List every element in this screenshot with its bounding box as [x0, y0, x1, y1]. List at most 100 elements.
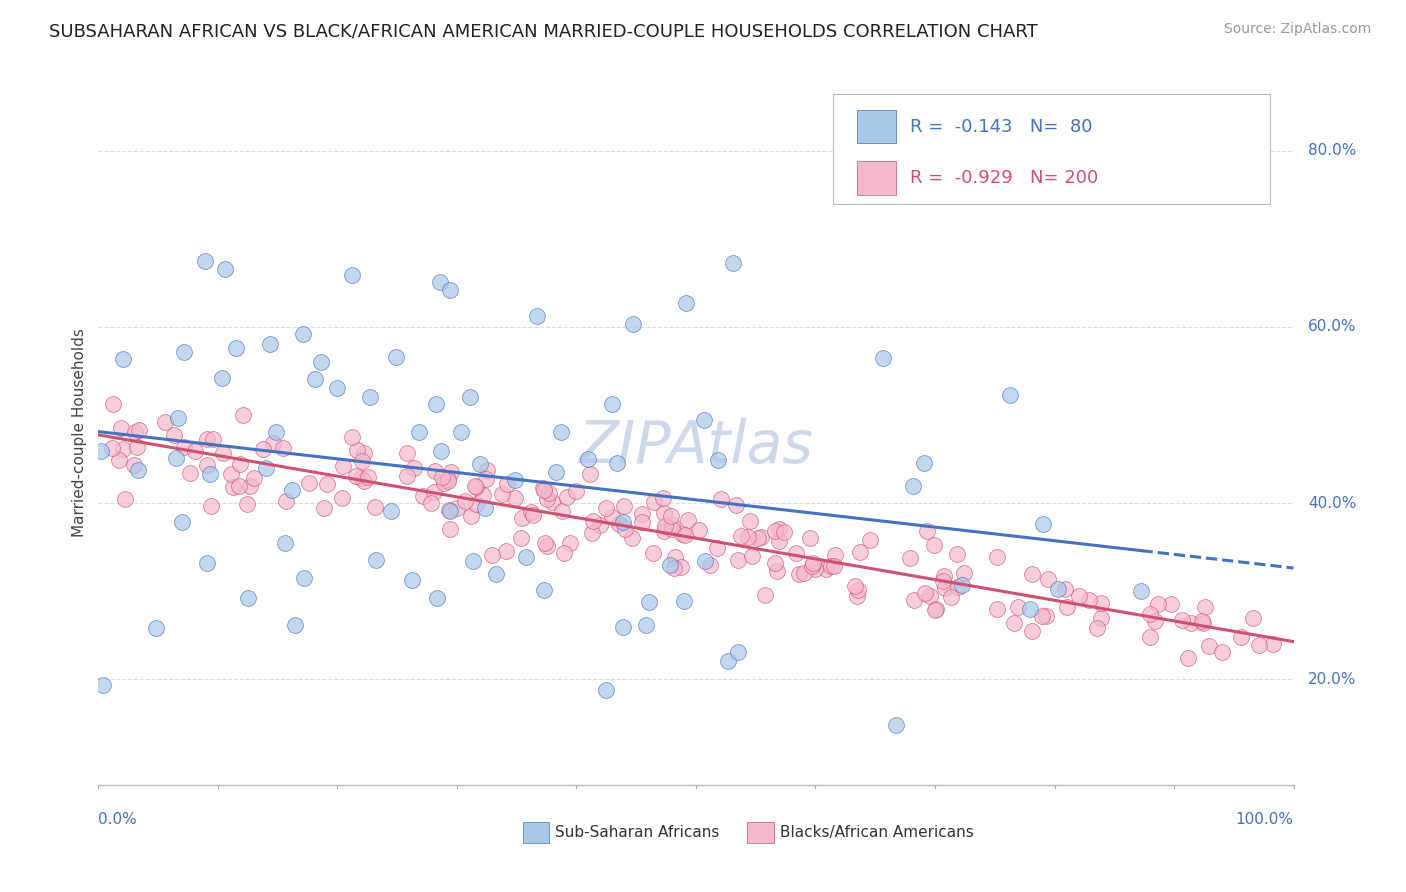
- Point: [661, 518, 683, 533]
- Point: [264, 425, 287, 440]
- Point: [183, 444, 205, 458]
- Point: [846, 582, 869, 597]
- Point: [538, 486, 561, 500]
- Point: [820, 558, 842, 573]
- Point: [1261, 637, 1284, 651]
- Point: [934, 569, 956, 583]
- Point: [1144, 615, 1167, 629]
- Point: [222, 480, 245, 494]
- Point: [461, 554, 484, 568]
- Point: [271, 441, 294, 455]
- Point: [124, 425, 146, 439]
- Point: [173, 344, 195, 359]
- Point: [536, 539, 558, 553]
- Point: [551, 504, 574, 518]
- Point: [219, 467, 242, 482]
- Point: [621, 318, 644, 332]
- Point: [727, 553, 749, 567]
- Point: [859, 533, 882, 547]
- FancyBboxPatch shape: [523, 822, 548, 843]
- Point: [692, 413, 714, 427]
- Point: [254, 460, 277, 475]
- Text: 60.0%: 60.0%: [1308, 319, 1357, 334]
- Point: [898, 551, 921, 566]
- Point: [801, 558, 824, 573]
- Point: [468, 457, 491, 471]
- Point: [533, 582, 555, 597]
- Point: [934, 581, 956, 595]
- Point: [634, 618, 657, 632]
- Point: [429, 275, 451, 289]
- Point: [915, 524, 938, 539]
- Point: [342, 268, 364, 282]
- Point: [304, 372, 326, 386]
- Point: [429, 443, 451, 458]
- Point: [920, 589, 942, 603]
- Point: [520, 506, 543, 520]
- Point: [404, 461, 426, 475]
- Point: [503, 473, 526, 487]
- Point: [232, 408, 254, 422]
- Point: [1085, 621, 1108, 635]
- Point: [481, 549, 503, 563]
- Point: [214, 261, 236, 276]
- Point: [326, 381, 349, 395]
- Point: [613, 499, 636, 513]
- Point: [425, 396, 447, 410]
- Point: [439, 283, 461, 297]
- Point: [939, 591, 962, 605]
- Point: [465, 497, 488, 511]
- Point: [426, 591, 449, 605]
- Point: [612, 620, 634, 634]
- Point: [533, 483, 555, 497]
- FancyBboxPatch shape: [834, 95, 1270, 203]
- Point: [510, 531, 533, 545]
- FancyBboxPatch shape: [858, 161, 896, 194]
- Point: [90, 444, 112, 458]
- Point: [477, 462, 499, 476]
- Point: [440, 465, 463, 479]
- Point: [717, 654, 740, 668]
- Point: [804, 562, 827, 576]
- Point: [491, 487, 513, 501]
- Point: [741, 549, 763, 564]
- Point: [1056, 599, 1078, 614]
- Point: [1249, 638, 1271, 652]
- Point: [550, 425, 572, 439]
- Y-axis label: Married-couple Households: Married-couple Households: [72, 328, 87, 537]
- Point: [128, 423, 150, 437]
- Point: [946, 580, 969, 594]
- Point: [763, 556, 786, 570]
- Point: [630, 507, 652, 521]
- Point: [1130, 583, 1153, 598]
- Point: [110, 421, 132, 435]
- Point: [127, 441, 149, 455]
- Text: 100.0%: 100.0%: [1236, 812, 1294, 827]
- Point: [1090, 596, 1112, 610]
- Point: [652, 524, 675, 538]
- Point: [385, 350, 408, 364]
- Point: [558, 536, 581, 550]
- Point: [621, 531, 644, 545]
- Point: [801, 557, 824, 571]
- Point: [582, 514, 605, 528]
- Point: [725, 498, 748, 512]
- Point: [710, 492, 733, 507]
- Point: [108, 453, 131, 467]
- Point: [922, 537, 945, 551]
- Point: [749, 530, 772, 544]
- Point: [872, 351, 894, 365]
- Point: [236, 497, 259, 511]
- Point: [163, 427, 186, 442]
- Point: [946, 547, 969, 561]
- Point: [225, 341, 247, 355]
- Point: [315, 477, 337, 491]
- Point: [91, 678, 114, 692]
- Point: [471, 488, 494, 502]
- Text: 80.0%: 80.0%: [1308, 144, 1357, 158]
- Point: [688, 523, 710, 537]
- Text: ZIPAtlas: ZIPAtlas: [579, 418, 813, 475]
- Point: [145, 622, 167, 636]
- Point: [654, 518, 676, 533]
- Point: [768, 522, 790, 536]
